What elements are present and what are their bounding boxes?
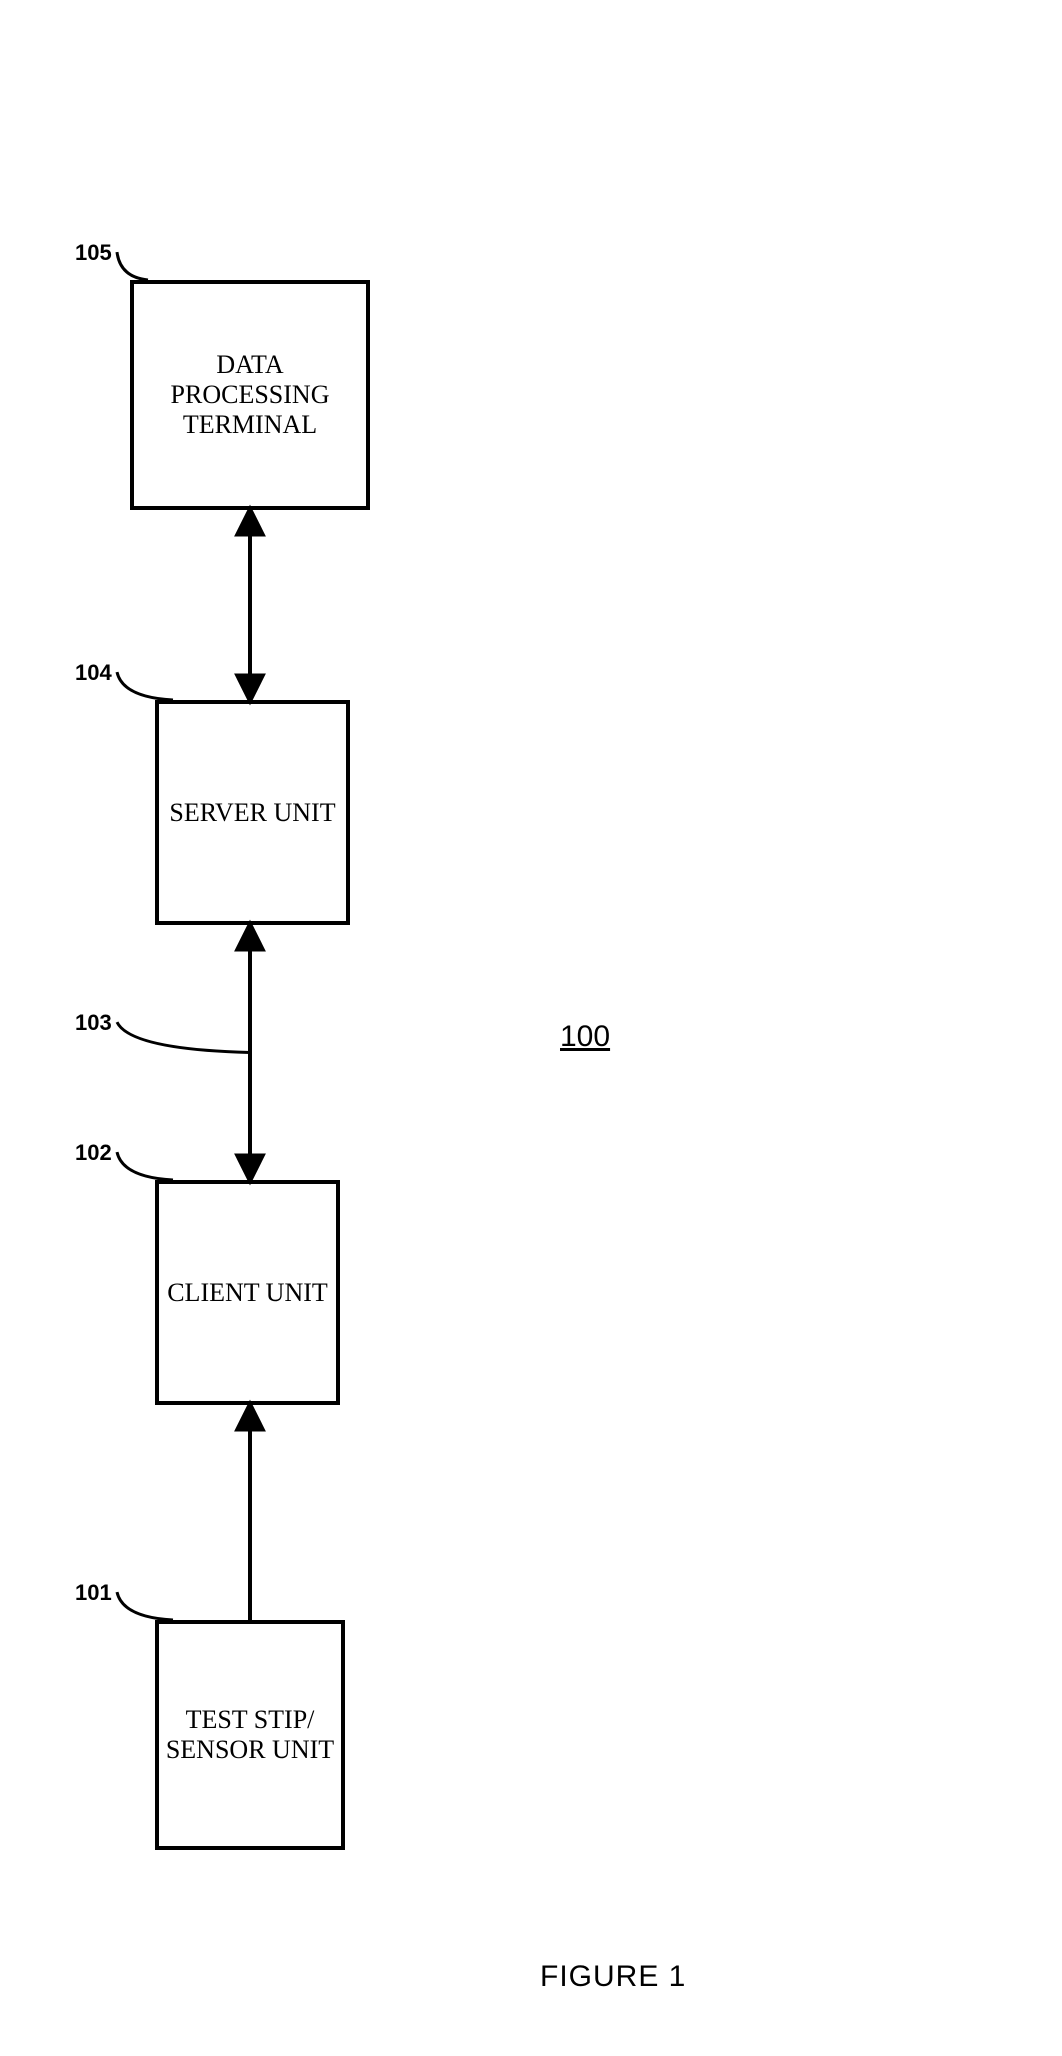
block-client-unit: CLIENT UNIT	[155, 1180, 340, 1405]
block-data-processing-terminal: DATAPROCESSINGTERMINAL	[130, 280, 370, 510]
block-test-strip-sensor: TEST STIP/SENSOR UNIT	[155, 1620, 345, 1850]
ref-num-104: 104	[75, 660, 112, 686]
system-number: 100	[560, 1020, 610, 1054]
ref-num-101: 101	[75, 1580, 112, 1606]
block-server-unit: SERVER UNIT	[155, 700, 350, 925]
block-label: DATAPROCESSINGTERMINAL	[171, 350, 330, 440]
block-label: TEST STIP/SENSOR UNIT	[166, 1705, 334, 1765]
ref-num-105: 105	[75, 240, 112, 266]
ref-num-103: 103	[75, 1010, 112, 1036]
block-label: SERVER UNIT	[169, 798, 335, 828]
figure-canvas: TEST STIP/SENSOR UNIT CLIENT UNIT SERVER…	[0, 0, 1062, 2056]
figure-caption: FIGURE 1	[540, 1960, 686, 1994]
block-label: CLIENT UNIT	[167, 1278, 328, 1308]
ref-num-102: 102	[75, 1140, 112, 1166]
